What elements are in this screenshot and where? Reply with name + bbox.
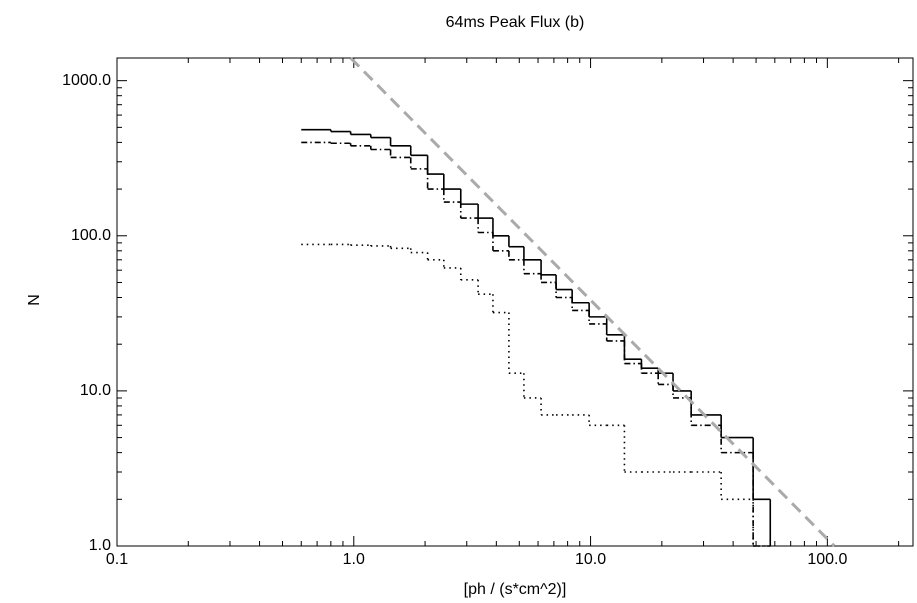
x-axis-label: [ph / (s*cm^2)] xyxy=(464,581,567,598)
y-tick-label: 1.0 xyxy=(89,537,111,554)
x-tick-label: 1.0 xyxy=(343,551,365,568)
x-tick-label: 100.0 xyxy=(807,551,847,568)
power-law-line xyxy=(349,56,836,548)
plot-frame xyxy=(116,57,914,547)
x-tick-label: 10.0 xyxy=(575,551,606,568)
y-tick-label: 10.0 xyxy=(80,382,111,399)
x-tick-label: 0.1 xyxy=(106,551,128,568)
y-tick-label: 1000.0 xyxy=(62,72,111,89)
y-axis-label: N xyxy=(26,294,43,306)
y-tick-label: 100.0 xyxy=(71,227,111,244)
chart-title: 64ms Peak Flux (b) xyxy=(446,14,585,31)
